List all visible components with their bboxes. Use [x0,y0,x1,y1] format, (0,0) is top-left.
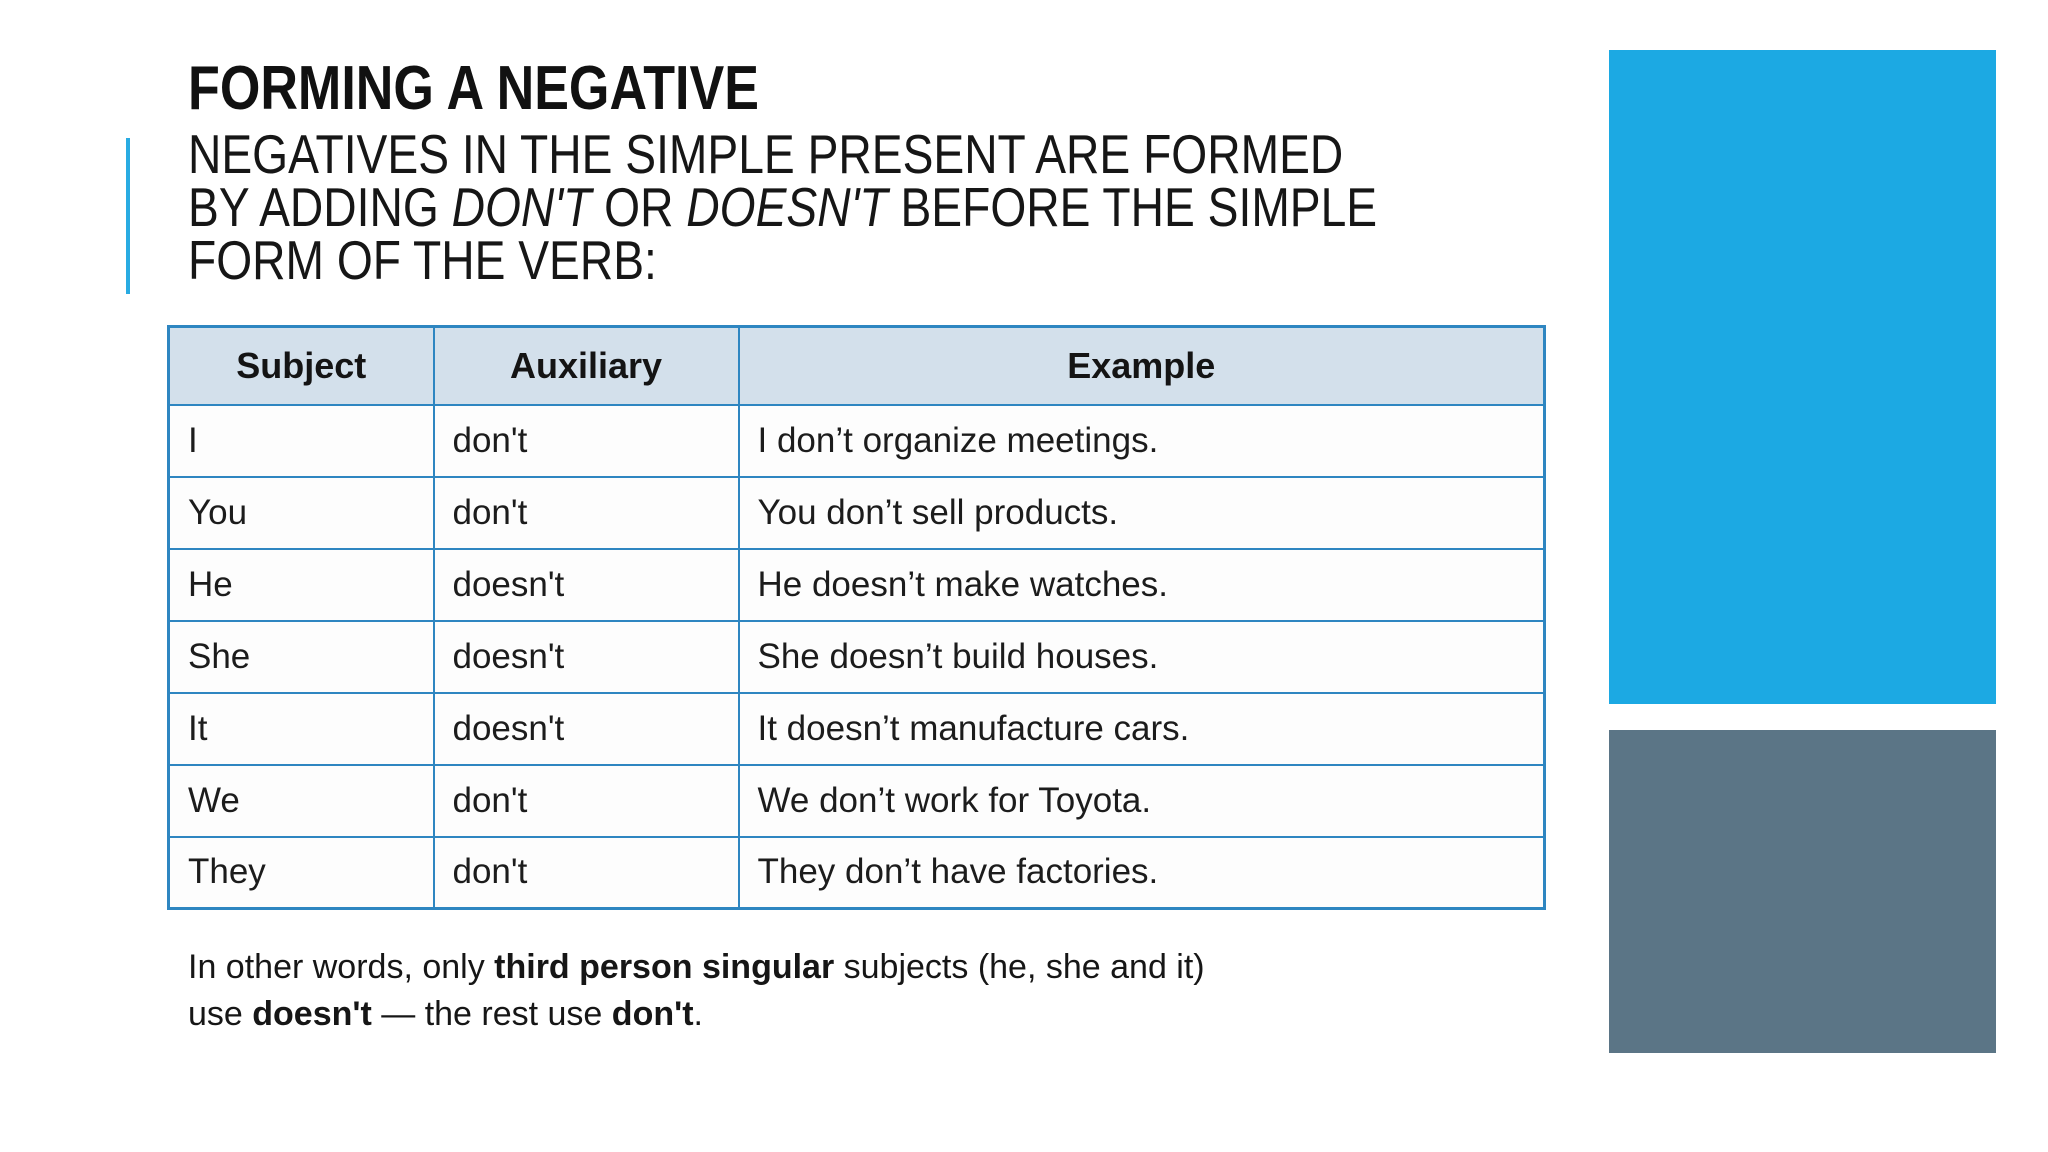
subject-cell: I [167,403,435,478]
subject-cell: They [167,835,435,910]
table-row: They don't They don’t have factories. [167,835,1546,910]
table-row: It doesn't It doesn’t manufacture cars. [167,691,1546,766]
subject-cell: He [167,547,435,622]
subject-cell: We [167,763,435,838]
table-row: We don't We don’t work for Toyota. [167,763,1546,838]
footnote-line-1: In other words, only third person singul… [188,948,1205,986]
table-row: You don't You don’t sell products. [167,475,1546,550]
example-cell: You don’t sell products. [737,475,1546,550]
auxiliary-cell: don't [432,835,740,910]
italic-doesnt: DOESN'T [686,176,888,238]
table-row: He doesn't He doesn’t make watches. [167,547,1546,622]
header-auxiliary: Auxiliary [432,325,740,406]
auxiliary-cell: doesn't [432,691,740,766]
footnote: In other words, only third person singul… [188,944,1205,1038]
auxiliary-cell: doesn't [432,547,740,622]
subject-cell: She [167,619,435,694]
bold-third-person-singular: third person singular [494,948,835,986]
footnote-line-2: use doesn't — the rest use don't. [188,995,703,1033]
italic-dont: DON'T [451,176,592,238]
example-cell: She doesn’t build houses. [737,619,1546,694]
subtitle-line-1: NEGATIVES IN THE SIMPLE PRESENT ARE FORM… [188,123,1344,185]
subtitle-line-3: FORM OF THE VERB: [188,229,657,291]
table-row: I don't I don’t organize meetings. [167,403,1546,478]
negatives-table: Subject Auxiliary Example I don't I don’… [167,325,1546,910]
example-cell: He doesn’t make watches. [737,547,1546,622]
page-title: FORMING A NEGATIVE [188,54,759,123]
table-row: She doesn't She doesn’t build houses. [167,619,1546,694]
subtitle-line-2: BY ADDING DON'T OR DOESN'T BEFORE THE SI… [188,176,1378,238]
header-example: Example [737,325,1546,406]
example-cell: They don’t have factories. [737,835,1546,910]
title-block: FORMING A NEGATIVE [188,56,868,122]
header-subject: Subject [167,325,435,406]
subtitle-block: NEGATIVES IN THE SIMPLE PRESENT ARE FORM… [188,123,1378,291]
decorative-gray-rectangle [1609,730,1996,1053]
bold-doesnt: doesn't [252,995,372,1033]
auxiliary-cell: don't [432,403,740,478]
auxiliary-cell: don't [432,763,740,838]
auxiliary-cell: doesn't [432,619,740,694]
auxiliary-cell: don't [432,475,740,550]
example-cell: We don’t work for Toyota. [737,763,1546,838]
table-header-row: Subject Auxiliary Example [167,325,1546,406]
example-cell: I don’t organize meetings. [737,403,1546,478]
subject-cell: You [167,475,435,550]
example-cell: It doesn’t manufacture cars. [737,691,1546,766]
bold-dont: don't [611,995,694,1033]
subtitle-accent-bar [126,138,130,294]
decorative-blue-rectangle [1609,50,1996,704]
subject-cell: It [167,691,435,766]
